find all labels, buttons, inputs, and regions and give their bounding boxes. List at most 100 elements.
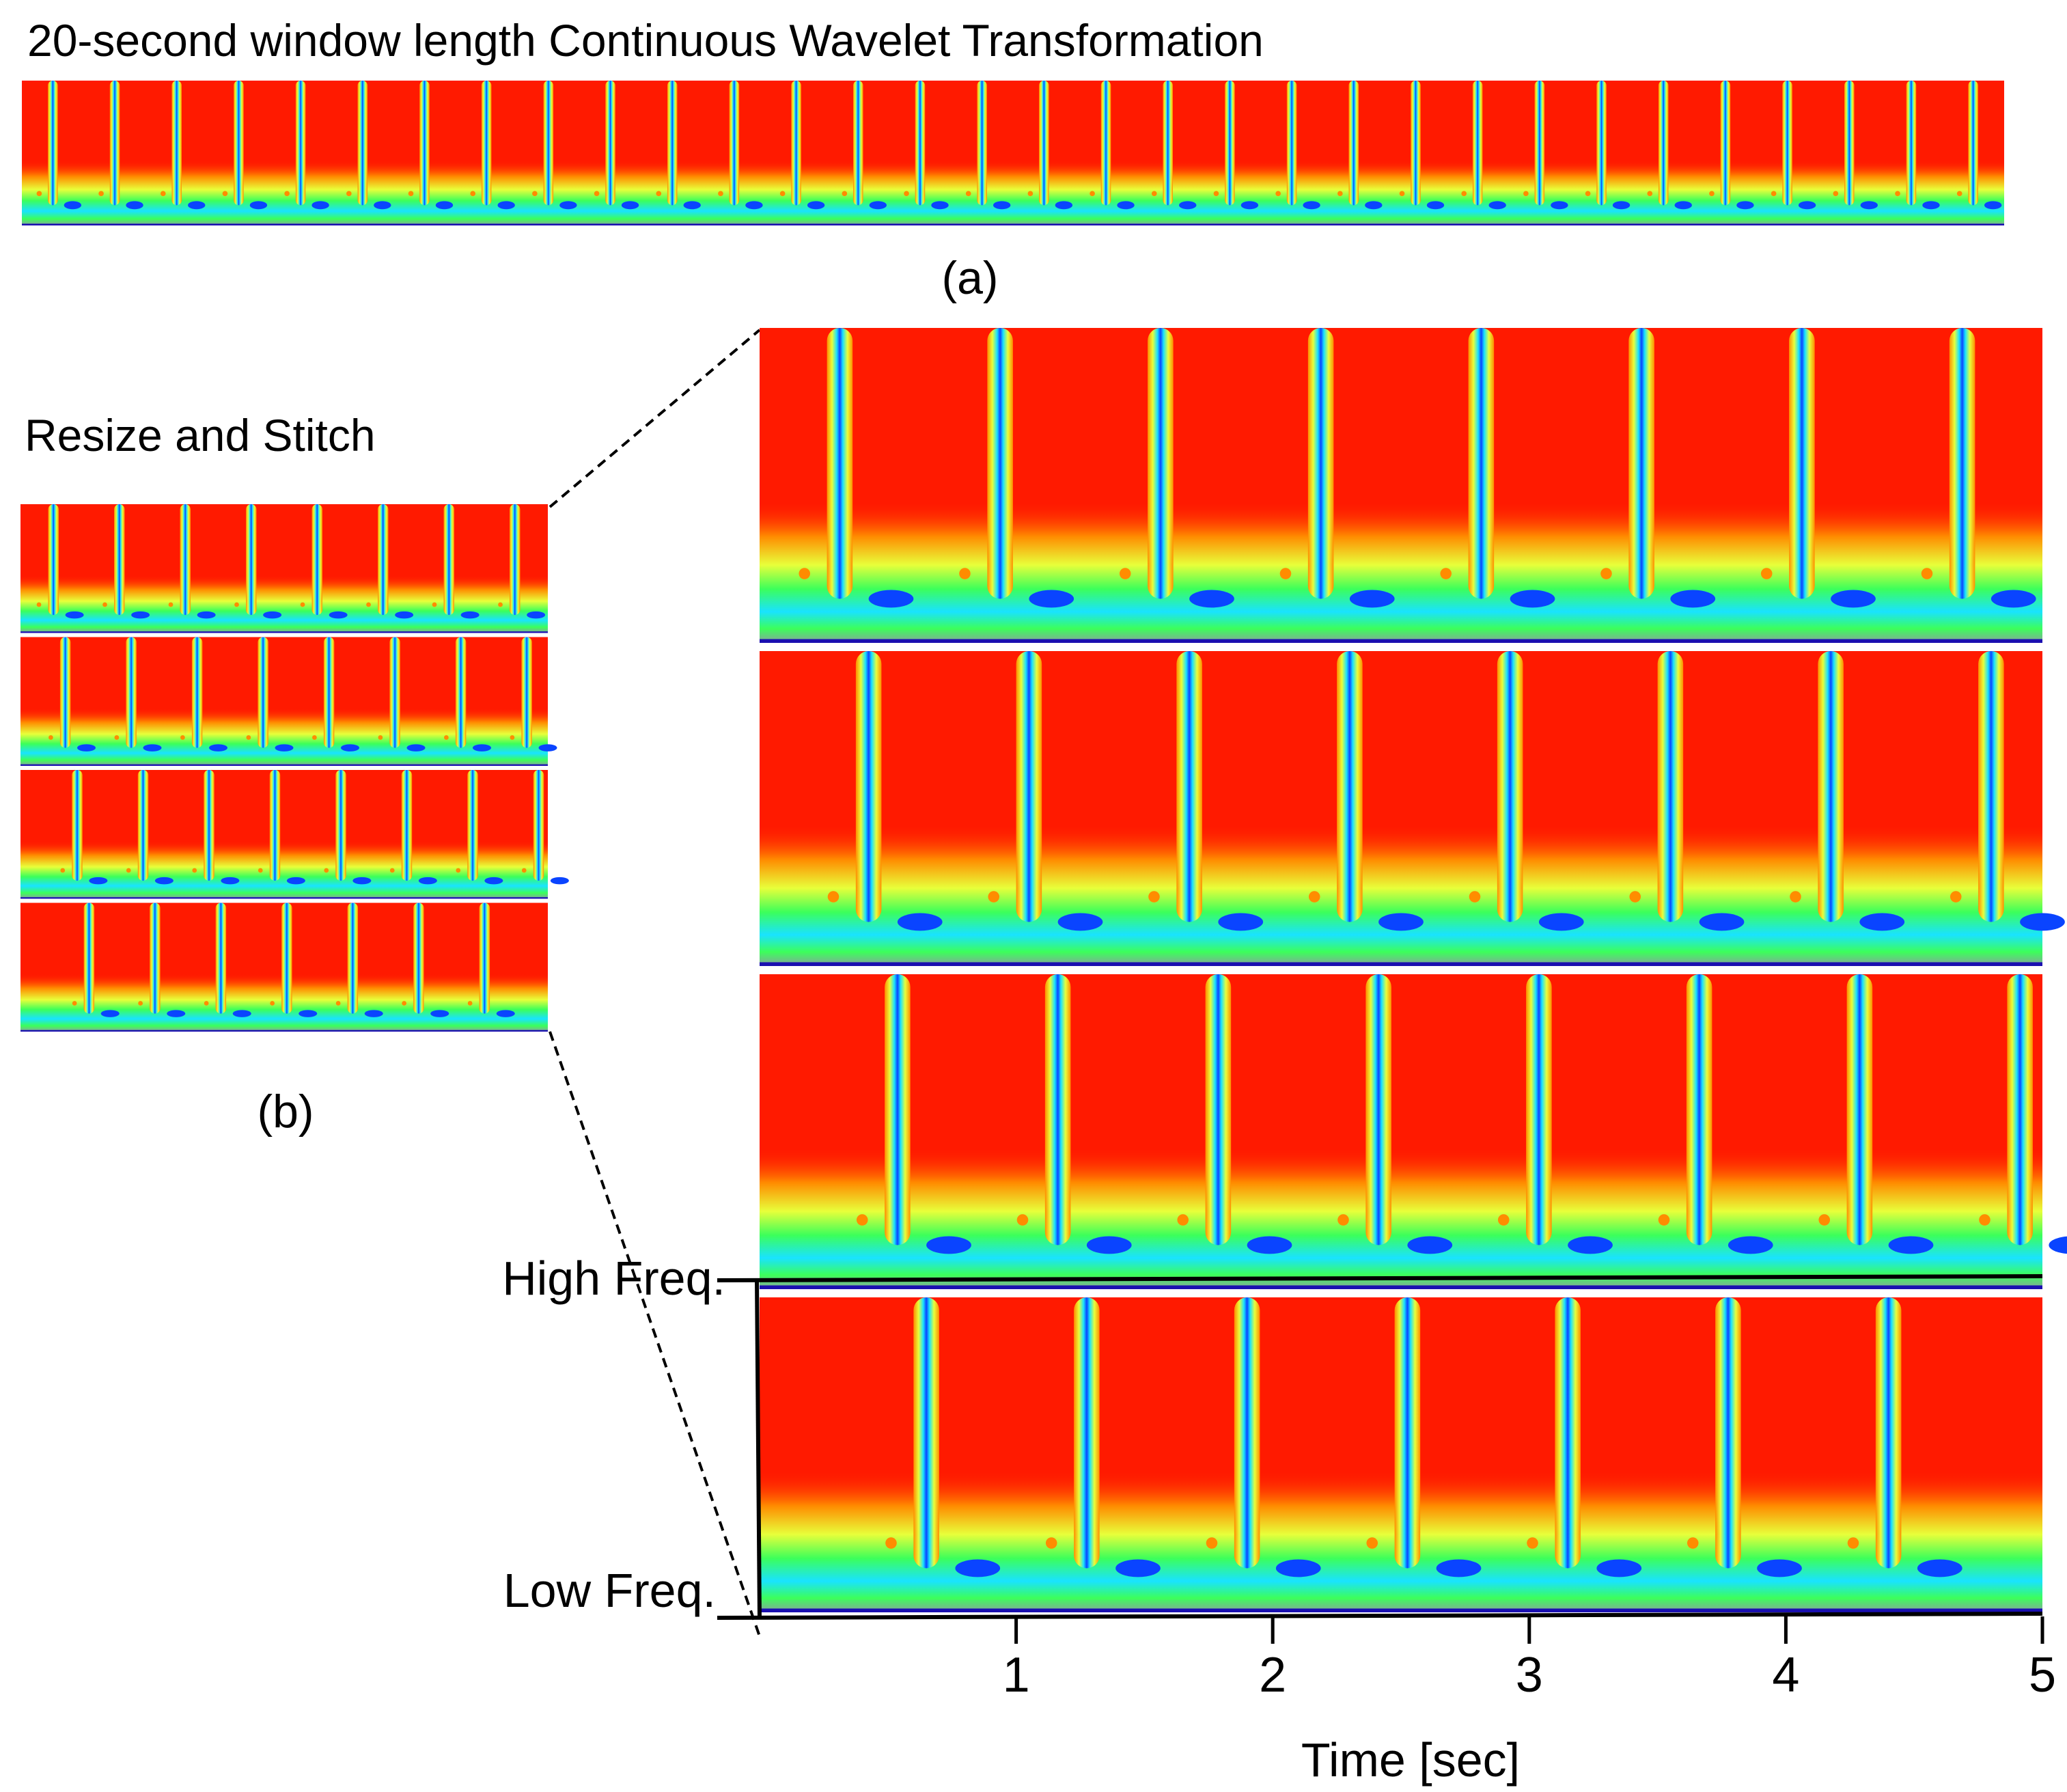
energy-dot [1399,191,1405,197]
low-freq-blob [131,611,150,619]
energy-dot [60,868,66,873]
energy-dot [1527,1537,1538,1549]
beat-streak [467,770,478,881]
low-freq-blob [352,877,372,885]
energy-dot [885,1537,897,1549]
beat-streak [1348,81,1359,206]
low-freq-blob [926,1236,971,1254]
low-freq-blob [559,201,577,210]
beat-streak [1286,81,1297,206]
beat-streak [1596,81,1607,206]
low-freq-blob [497,201,515,210]
beat-streak [1472,81,1483,206]
y-axis-top-line [717,1274,2043,1282]
beat-streak [1720,81,1731,206]
scalogram-strip-a [22,81,2004,225]
beat-streak [1686,974,1712,1245]
low-freq-blob [374,201,391,210]
beat-streak [1039,81,1049,206]
low-freq-blob [364,1010,383,1017]
beat-streak [204,770,214,881]
low-freq-blob [1728,1236,1773,1254]
x-tick-label: 4 [1772,1648,1799,1703]
low-freq-blob [550,877,569,885]
beat-streak [413,902,424,1014]
low-freq-blob [460,611,480,619]
energy-dot [1818,1214,1831,1226]
beat-streak [281,902,292,1014]
beat-streak [855,651,882,922]
energy-dot [36,191,42,197]
energy-dot [532,191,538,197]
low-freq-blob [188,201,206,210]
beat-streak [126,637,137,748]
low-freq-blob [1057,913,1103,931]
large-row-3 [760,974,2067,1289]
low-freq-blob [263,611,282,619]
segment-bottom-edge [760,1608,2042,1612]
low-freq-blob [232,1010,251,1017]
low-frequency-band [20,708,548,766]
energy-dot [1709,191,1715,197]
energy-dot [1366,1537,1378,1549]
low-freq-blob [1086,1236,1132,1254]
low-freq-blob [538,744,557,752]
beat-streak [1906,81,1917,206]
energy-dot [48,735,53,740]
energy-dot [284,191,290,197]
low-frequency-band [20,575,548,633]
x-tick-label: 3 [1516,1648,1543,1703]
low-freq-blob [955,1559,1001,1577]
beat-streak [1949,328,1975,599]
low-freq-blob [143,744,162,752]
energy-dot [324,868,329,873]
energy-dot [114,735,120,740]
beat-streak [1526,974,1552,1245]
energy-dot [192,868,197,873]
low-freq-blob [1365,201,1383,210]
beat-streak [215,902,227,1014]
beat-streak [1074,1297,1100,1569]
beat-streak [114,504,125,616]
beat-streak [791,81,801,206]
beat-streak [1468,328,1495,599]
low-freq-blob [154,877,174,885]
beat-streak [234,81,244,206]
energy-dot [799,568,811,579]
x-tick-label: 5 [2029,1648,2056,1703]
beat-streak [1205,974,1232,1245]
beat-streak [1818,651,1844,922]
beat-streak [1225,81,1235,206]
energy-dot [1523,191,1529,197]
beat-streak [191,637,203,748]
low-freq-blob [1426,201,1445,210]
beat-streak [605,81,615,206]
axes: High Freq. Low Freq. 1 2 3 4 5 Time [sec] [502,1252,2056,1787]
beat-streak [915,81,926,206]
beat-streak [1307,328,1334,599]
low-freq-blob [167,1010,186,1017]
energy-dot [467,1001,473,1006]
beat-streak [83,902,95,1014]
low-freq-blob [1551,201,1568,210]
small-row-3 [20,770,569,899]
beat-streak [1394,1297,1421,1569]
energy-dot [1337,1214,1349,1226]
panel-b-label: (b) [257,1086,314,1138]
beat-streak [171,81,182,206]
x-tick-label: 2 [1259,1648,1286,1703]
beat-streak [827,328,853,599]
beat-streak [853,81,863,206]
low-freq-blob [299,1010,318,1017]
low-freq-blob [1917,1559,1962,1577]
energy-dot [138,1001,143,1006]
energy-dot [1177,1214,1189,1226]
energy-dot [160,191,166,197]
zoom-line-top [549,329,761,508]
low-freq-blob [993,201,1011,210]
large-row-4 [760,1297,2042,1612]
beat-streak [48,504,59,616]
low-freq-blob [1189,590,1234,608]
energy-dot [521,868,527,873]
low-freq-blob [496,1010,515,1017]
